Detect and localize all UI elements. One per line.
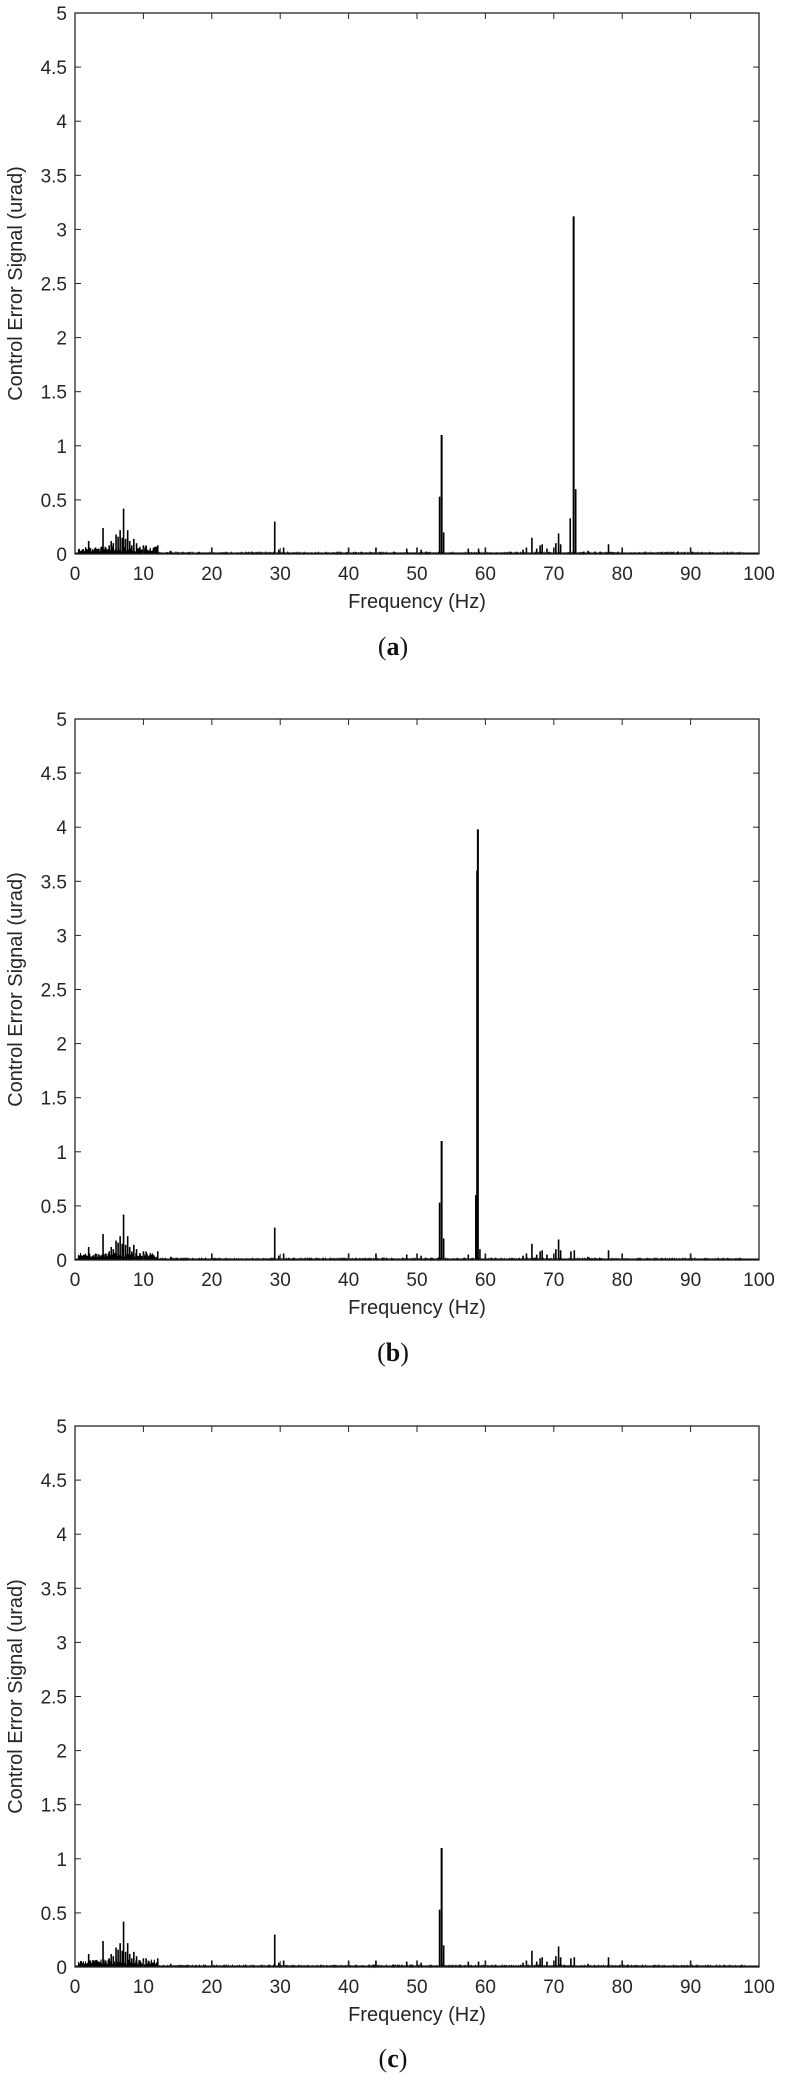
y-tick-label: 3: [56, 220, 67, 241]
y-tick-label: 0.5: [41, 1904, 67, 1925]
y-tick-label: 2: [56, 1742, 67, 1763]
x-tick-label: 80: [612, 1270, 633, 1291]
x-tick-label: 0: [70, 564, 81, 585]
y-tick-label: 4: [56, 1525, 67, 1546]
y-tick-label: 0.5: [41, 491, 67, 512]
x-tick-label: 70: [543, 1270, 564, 1291]
x-tick-label: 100: [743, 1270, 775, 1291]
y-tick-label: 1.5: [41, 1089, 67, 1110]
y-tick-label: 2.5: [41, 275, 67, 296]
x-tick-label: 90: [680, 564, 701, 585]
x-tick-label: 10: [133, 564, 154, 585]
x-tick-label: 50: [406, 1977, 427, 1998]
y-tick-label: 1: [56, 1850, 67, 1871]
y-tick-label: 1.5: [41, 1796, 67, 1817]
x-axis-label: Frequency (Hz): [348, 1297, 486, 1319]
x-tick-label: 30: [270, 1270, 291, 1291]
x-tick-label: 70: [543, 564, 564, 585]
y-tick-label: 3: [56, 926, 67, 947]
x-axis-label: Frequency (Hz): [348, 591, 486, 613]
y-tick-label: 5: [56, 710, 67, 731]
x-tick-label: 90: [680, 1977, 701, 1998]
y-tick-label: 0: [56, 1251, 67, 1272]
y-tick-label: 4.5: [41, 764, 67, 785]
y-tick-label: 4.5: [41, 1471, 67, 1492]
y-tick-label: 2: [56, 1035, 67, 1056]
y-tick-label: 1: [56, 1143, 67, 1164]
y-tick-label: 3.5: [41, 166, 67, 187]
y-tick-label: 3: [56, 1633, 67, 1654]
y-tick-label: 0: [56, 545, 67, 566]
y-axis-label: Control Error Signal (urad): [5, 872, 27, 1107]
y-tick-label: 4: [56, 818, 67, 839]
caption-a: (a): [377, 632, 409, 661]
x-tick-label: 20: [201, 564, 222, 585]
x-tick-label: 60: [475, 564, 496, 585]
y-tick-label: 1: [56, 437, 67, 458]
x-tick-label: 80: [612, 564, 633, 585]
x-tick-label: 70: [543, 1977, 564, 1998]
x-tick-label: 30: [270, 1977, 291, 1998]
y-tick-label: 2.5: [41, 1688, 67, 1709]
y-tick-label: 3.5: [41, 872, 67, 893]
x-tick-label: 0: [70, 1270, 81, 1291]
x-tick-label: 60: [475, 1977, 496, 1998]
x-tick-label: 50: [406, 564, 427, 585]
x-tick-label: 40: [338, 1270, 359, 1291]
x-tick-label: 100: [743, 1977, 775, 1998]
y-tick-label: 3.5: [41, 1579, 67, 1600]
plot-b: 0 10 20 30 40 50 60 70 80 90 100 0 0.5 1 1.5 2 2.5 3 3.5 4 4…: [5, 710, 775, 1319]
chart-panel-b: 0 10 20 30 40 50 60 70 80 90 100 0 0.5 1 1.5 2 2.5 3 3.5 4 4…: [5, 710, 775, 1367]
x-tick-label: 0: [70, 1977, 81, 1998]
x-tick-label: 60: [475, 1270, 496, 1291]
x-tick-label: 30: [270, 564, 291, 585]
x-tick-label: 40: [338, 1977, 359, 1998]
chart-panel-a: 0 10 20 30 40 50 60 70 80 90 100 0 0.5 1 1.5 2 2.5 3 3.5 4 4…: [0, 0, 786, 680]
y-axis-label: Control Error Signal (urad): [5, 1579, 27, 1814]
x-tick-label: 20: [201, 1977, 222, 1998]
x-tick-label: 80: [612, 1977, 633, 1998]
y-tick-label: 5: [56, 1417, 67, 1438]
y-tick-label: 2.5: [41, 981, 67, 1002]
y-tick-label: 0: [56, 1958, 67, 1979]
caption-c: (c): [378, 2044, 408, 2073]
x-tick-label: 50: [406, 1270, 427, 1291]
plot-a: 0 10 20 30 40 50 60 70 80 90 100 0 0.5 1 1.5 2 2.5 3 3.5 4 4…: [5, 4, 775, 613]
x-tick-label: 10: [133, 1270, 154, 1291]
x-tick-label: 100: [743, 564, 775, 585]
x-axis-label: Frequency (Hz): [348, 2004, 486, 2026]
y-tick-label: 1.5: [41, 383, 67, 404]
y-tick-label: 4.5: [41, 58, 67, 79]
data-series: [75, 1847, 759, 1969]
y-tick-label: 4: [56, 112, 67, 133]
x-tick-label: 90: [680, 1270, 701, 1291]
caption-b: (b): [377, 1338, 409, 1367]
axes-box: [74, 1425, 760, 1968]
y-tick-label: 2: [56, 329, 67, 350]
x-tick-label: 10: [133, 1977, 154, 1998]
y-tick-label: 0.5: [41, 1197, 67, 1218]
x-tick-label: 40: [338, 564, 359, 585]
y-tick-label: 5: [56, 4, 67, 25]
x-tick-label: 20: [201, 1270, 222, 1291]
y-axis-label: Control Error Signal (urad): [5, 166, 27, 401]
